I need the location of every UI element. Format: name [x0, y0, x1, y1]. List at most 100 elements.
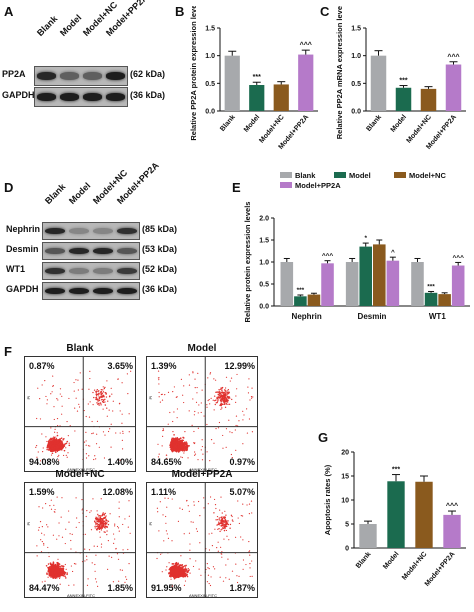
event-dot	[75, 379, 77, 381]
event-dot	[46, 524, 48, 526]
event-dot	[214, 504, 217, 506]
event-dot	[249, 563, 251, 565]
flow-plot-title: Model	[187, 343, 217, 354]
event-dot	[61, 405, 63, 407]
flow-x-axis-label: ANNEXIN-FITC	[189, 593, 217, 598]
event-dot	[94, 578, 97, 580]
event-dot	[177, 443, 180, 446]
event-dot	[161, 393, 163, 395]
event-dot	[222, 392, 225, 394]
event-dot	[56, 538, 58, 540]
event-dot	[36, 456, 38, 458]
event-dot	[242, 503, 244, 505]
event-dot	[185, 568, 188, 570]
event-dot	[57, 561, 59, 564]
event-dot	[49, 505, 51, 507]
event-dot	[98, 515, 101, 517]
event-dot	[228, 539, 230, 541]
event-dot	[229, 397, 231, 399]
bar	[443, 514, 461, 548]
blot-band	[106, 72, 125, 80]
event-dot	[186, 500, 188, 502]
lane-label: Blank	[34, 13, 60, 38]
event-dot	[223, 521, 226, 523]
event-dot	[91, 432, 93, 435]
event-dot	[214, 403, 216, 406]
event-dot	[171, 437, 173, 440]
event-dot	[192, 398, 194, 400]
y-tick-label: 0.5	[259, 282, 269, 289]
event-dot	[214, 379, 217, 381]
y-axis-label: Relative PP2A mRNA expression levels	[335, 6, 344, 139]
event-dot	[200, 449, 202, 451]
event-dot	[224, 394, 227, 397]
event-dot	[51, 452, 54, 455]
event-dot	[217, 528, 219, 530]
event-dot	[225, 529, 228, 532]
event-dot	[59, 393, 61, 395]
event-dot	[83, 409, 85, 412]
event-dot	[217, 396, 220, 399]
event-dot	[106, 534, 108, 536]
event-dot	[223, 529, 226, 532]
event-dot	[46, 403, 48, 405]
event-dot	[47, 567, 50, 570]
event-dot	[117, 527, 120, 529]
event-dot	[226, 390, 228, 392]
quadrant-percentage: 3.65%	[107, 361, 133, 371]
event-dot	[95, 519, 97, 521]
event-dot	[74, 430, 76, 432]
event-dot	[171, 447, 174, 450]
event-dot	[249, 575, 251, 578]
event-dot	[54, 574, 57, 577]
event-dot	[95, 443, 98, 445]
event-dot	[196, 392, 198, 394]
event-dot	[162, 514, 164, 516]
event-dot	[41, 581, 43, 583]
event-dot	[171, 498, 173, 500]
event-dot	[234, 429, 236, 431]
event-dot	[95, 395, 98, 397]
event-dot	[160, 393, 163, 396]
event-dot	[51, 443, 53, 445]
kda-label: (36 kDa)	[142, 284, 178, 294]
event-dot	[96, 545, 98, 547]
blot-band	[69, 287, 89, 295]
event-dot	[178, 449, 180, 451]
event-dot	[78, 406, 81, 408]
event-dot	[58, 454, 60, 456]
event-dot	[166, 454, 168, 456]
event-dot	[63, 449, 66, 452]
event-dot	[166, 533, 168, 535]
blot-strip	[42, 242, 140, 260]
event-dot	[219, 390, 221, 393]
event-dot	[57, 445, 60, 448]
significance-mark: ^^^	[322, 252, 334, 260]
event-dot	[58, 442, 61, 445]
event-dot	[51, 569, 53, 572]
flow-y-axis-label: PI	[148, 396, 153, 400]
event-dot	[220, 400, 222, 403]
event-dot	[207, 567, 209, 569]
event-dot	[94, 522, 97, 524]
event-dot	[101, 395, 103, 398]
event-dot	[197, 500, 200, 503]
event-dot	[102, 389, 104, 391]
event-dot	[102, 512, 104, 514]
event-dot	[237, 500, 239, 502]
event-dot	[157, 377, 160, 379]
event-dot	[128, 500, 130, 502]
event-dot	[219, 399, 222, 401]
event-dot	[182, 575, 185, 578]
event-dot	[221, 389, 223, 392]
event-dot	[251, 575, 253, 577]
event-dot	[224, 519, 226, 522]
event-dot	[180, 456, 182, 458]
event-dot	[129, 532, 131, 534]
event-dot	[42, 507, 44, 509]
event-dot	[236, 581, 239, 584]
event-dot	[222, 526, 224, 529]
event-dot	[181, 508, 184, 510]
event-dot	[100, 527, 102, 529]
event-dot	[178, 572, 180, 575]
